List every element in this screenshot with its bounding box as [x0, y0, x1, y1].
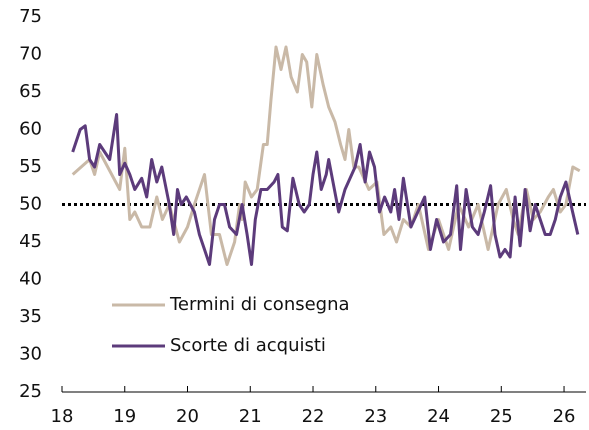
- x-tick-label: 24: [427, 406, 450, 427]
- legend-label: Termini di consegna: [169, 294, 350, 315]
- y-tick-label: 70: [19, 44, 42, 65]
- y-tick-label: 35: [19, 306, 42, 327]
- x-tick-label: 23: [364, 406, 387, 427]
- y-tick-label: 75: [19, 6, 42, 27]
- series-line: [71, 113, 580, 266]
- x-tick-label: 26: [553, 406, 576, 427]
- x-tick-label: 20: [176, 406, 199, 427]
- legend-label: Scorte di acquisti: [170, 335, 326, 356]
- y-tick-label: 65: [19, 81, 42, 102]
- y-tick-label: 55: [19, 156, 42, 177]
- y-tick-label: 25: [19, 381, 42, 402]
- y-tick-label: 45: [19, 231, 42, 252]
- y-tick-label: 50: [19, 194, 42, 215]
- x-tick-label: 22: [302, 406, 325, 427]
- y-tick-label: 30: [19, 344, 42, 365]
- x-tick-label: 18: [51, 406, 74, 427]
- y-tick-label: 40: [19, 269, 42, 290]
- series-line: [71, 45, 581, 266]
- y-tick-label: 60: [19, 119, 42, 140]
- x-tick-label: 25: [490, 406, 513, 427]
- x-tick-label: 19: [113, 406, 136, 427]
- x-tick-label: 21: [239, 406, 262, 427]
